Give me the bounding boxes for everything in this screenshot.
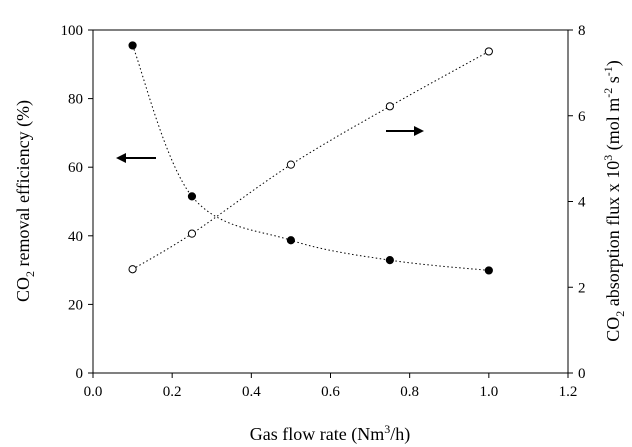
x-tick-label: 0.6 xyxy=(321,384,340,400)
arrow-right-annotation xyxy=(386,126,424,136)
x-tick-label: 0.0 xyxy=(84,384,103,400)
fitted-curves xyxy=(132,45,490,271)
x-tick-label: 0.4 xyxy=(242,384,261,400)
x-tick-label: 0.8 xyxy=(400,384,419,400)
data-points xyxy=(128,41,493,275)
left-y-tick-label: 0 xyxy=(76,366,84,382)
left-y-axis-title: CO2 removal efficiency (%) xyxy=(13,100,37,302)
absorption-flux-point xyxy=(286,160,296,169)
removal-efficiency-point xyxy=(187,192,197,201)
left-y-tick-label: 100 xyxy=(61,23,84,39)
x-tick-label: 1.0 xyxy=(479,384,498,400)
absorption-flux-point xyxy=(385,102,394,111)
arrow-left-annotation xyxy=(116,153,156,163)
x-axis-ticks: 0.0 0.2 0.4 0.6 0.8 1.0 1.2 xyxy=(84,373,578,400)
removal-efficiency-point xyxy=(286,236,296,245)
removal-efficiency-point xyxy=(385,256,394,265)
x-axis-title: Gas flow rate (Nm3/h) xyxy=(250,422,410,445)
x-tick-label: 0.2 xyxy=(163,384,182,400)
removal-efficiency-point xyxy=(484,266,493,275)
right-y-tick-label: 4 xyxy=(578,195,586,211)
right-y-tick-label: 8 xyxy=(578,23,586,39)
absorption-flux-point xyxy=(128,265,137,274)
right-y-tick-label: 0 xyxy=(578,366,586,382)
absorption-flux-point xyxy=(484,47,493,56)
left-y-axis-ticks: 0 20 40 60 80 100 xyxy=(61,23,93,382)
left-y-tick-label: 40 xyxy=(68,229,83,245)
right-y-tick-label: 2 xyxy=(578,280,586,296)
left-y-tick-label: 20 xyxy=(68,297,83,313)
absorption-flux-point xyxy=(187,229,197,238)
right-y-axis-title: CO2 absorption flux x 103 (mol m-2 s-1) xyxy=(601,60,627,342)
plot-frame xyxy=(92,29,569,374)
right-y-axis-ticks: 0 2 4 6 8 xyxy=(568,23,586,382)
x-tick-label: 1.2 xyxy=(559,384,578,400)
removal-efficiency-curve xyxy=(132,45,489,271)
removal-efficiency-point xyxy=(128,41,137,50)
left-y-tick-label: 60 xyxy=(68,160,83,176)
absorption-flux-curve xyxy=(132,51,490,270)
left-y-tick-label: 80 xyxy=(68,92,83,108)
right-y-tick-label: 6 xyxy=(578,109,586,125)
